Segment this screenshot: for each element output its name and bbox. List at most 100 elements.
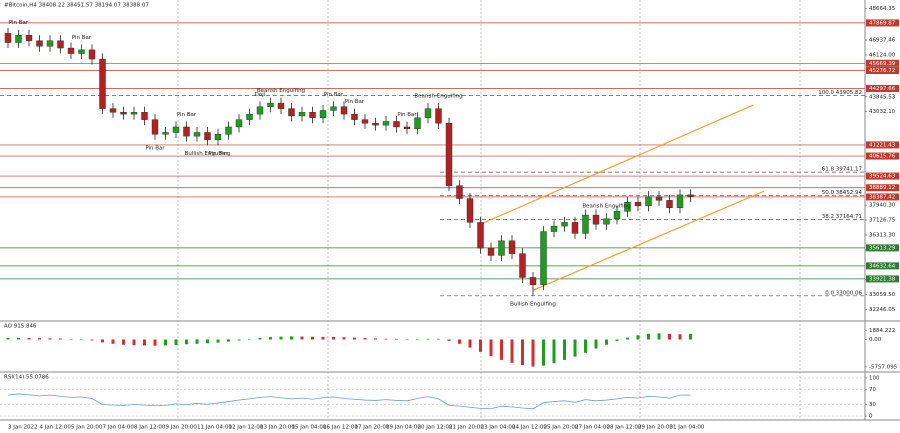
ao-bar — [111, 339, 115, 344]
pattern-label: Bullish Engulfing — [185, 151, 231, 157]
x-tick-label: 8 Jan 12:00 — [134, 425, 166, 431]
candle-body — [25, 35, 33, 41]
candle-body — [193, 132, 201, 137]
candle-body — [277, 102, 285, 109]
ao-bar — [447, 339, 451, 341]
candle-body — [498, 240, 505, 256]
ao-bar — [174, 339, 178, 345]
fib-label: 61.8 39741.17 — [822, 167, 863, 173]
x-tick-label: 5 Jan 20:00 — [71, 425, 103, 431]
candle-body — [487, 247, 495, 256]
candle-body — [403, 126, 411, 130]
ao-bar — [437, 338, 440, 340]
price-level-tag — [866, 262, 899, 270]
ao-bar — [38, 338, 41, 340]
ao-bar — [395, 338, 398, 340]
ao-bar — [332, 336, 335, 340]
ao-bar — [258, 338, 262, 340]
candle-body — [351, 113, 358, 120]
price-level-tag — [866, 59, 899, 67]
candle-body — [78, 49, 85, 54]
candle-body — [340, 106, 348, 115]
x-tick-label: 21 Jan 20:00 — [449, 425, 484, 431]
x-tick-label: 15 Jan 04:00 — [292, 425, 327, 431]
x-tick-label: 27 Jan 04:00 — [575, 425, 610, 431]
candle-body — [225, 126, 232, 135]
price-level-label: 35613.29 — [869, 245, 896, 251]
candle-body — [571, 222, 579, 234]
price-level-label: 45669.39 — [869, 61, 896, 67]
y-tick-label: 37126.75 — [869, 218, 896, 224]
candle-body — [162, 132, 169, 135]
candle-body — [676, 194, 684, 208]
ao-bar — [678, 334, 682, 340]
channel-line — [480, 104, 754, 225]
x-tick-label: 25 Jan 20:00 — [544, 425, 579, 431]
candle-body — [435, 108, 442, 124]
x-tick-label: 11 Jan 04:00 — [197, 425, 232, 431]
ao-bar — [132, 339, 136, 346]
candle-body — [592, 214, 600, 225]
x-tick-label: 24 Jan 12:00 — [512, 425, 547, 431]
ao-bar — [59, 338, 62, 340]
y-tick-label: 30 — [869, 402, 876, 408]
fib-label: 38.2 37164.71 — [822, 214, 862, 220]
ao-bar — [573, 339, 577, 357]
y-tick-label: 100 — [869, 376, 880, 382]
candle-body — [687, 194, 694, 197]
ao-bar — [647, 333, 650, 340]
ao-bar — [206, 339, 209, 344]
candle-body — [561, 222, 568, 227]
candle-body — [582, 214, 589, 234]
x-tick-label: 16 Jan 12:00 — [323, 425, 358, 431]
ao-bar — [689, 333, 692, 340]
x-tick-label: 9 Jan 20:00 — [166, 425, 198, 431]
ao-bar — [290, 336, 293, 340]
rsi-line — [7, 393, 691, 410]
candle-body — [288, 108, 295, 117]
ao-bar — [353, 337, 356, 340]
candle-body — [393, 121, 400, 128]
x-tick-label: 31 Jan 04:00 — [670, 425, 705, 431]
x-tick-label: 19 Jan 04:00 — [386, 425, 421, 431]
candle-body — [67, 47, 75, 54]
candle-body — [466, 198, 474, 223]
candle-body — [309, 112, 316, 118]
x-tick-label: 17 Jan 20:00 — [355, 425, 390, 431]
ao-bar — [6, 338, 10, 340]
ao-bar — [216, 339, 220, 343]
candle-body — [298, 112, 306, 117]
x-tick-label: 29 Jan 20:00 — [638, 425, 673, 431]
candle-body — [36, 40, 43, 47]
price-level-tag — [866, 275, 899, 283]
pattern-label: Bearish Engulfing — [582, 204, 630, 210]
ao-bar — [69, 339, 73, 340]
candle-body — [256, 106, 264, 115]
ao-bar — [405, 339, 409, 340]
price-level-label: 40615.76 — [869, 154, 896, 160]
indicator-title: AO 915.846 — [4, 324, 37, 330]
candle-body — [141, 112, 148, 120]
pattern-label: Pin Bar — [177, 112, 197, 118]
pattern-label: Pin Bar — [9, 20, 29, 26]
candle-body — [382, 121, 390, 126]
y-tick-label: 32246.05 — [869, 307, 896, 313]
candle-body — [88, 49, 96, 60]
candle-body — [151, 119, 159, 135]
candle-body — [235, 119, 243, 128]
ao-bar — [426, 338, 430, 340]
candle-body — [120, 112, 127, 115]
x-tick-label: 13 Jan 20:00 — [260, 425, 295, 431]
candle-body — [603, 218, 610, 225]
candle-body — [204, 132, 211, 141]
candle-body — [613, 211, 621, 219]
chart-title: #Bitcoin,H4 38408.22 38451.57 38194.07 3… — [4, 3, 149, 9]
x-tick-label: 7 Jan 04:00 — [103, 425, 135, 431]
ao-bar — [269, 337, 272, 340]
candle-body — [456, 185, 463, 199]
candle-body — [109, 108, 117, 113]
y-tick-label: 0 — [869, 414, 873, 420]
pattern-label: Pin Bar — [345, 99, 365, 105]
ao-bar — [626, 337, 629, 340]
